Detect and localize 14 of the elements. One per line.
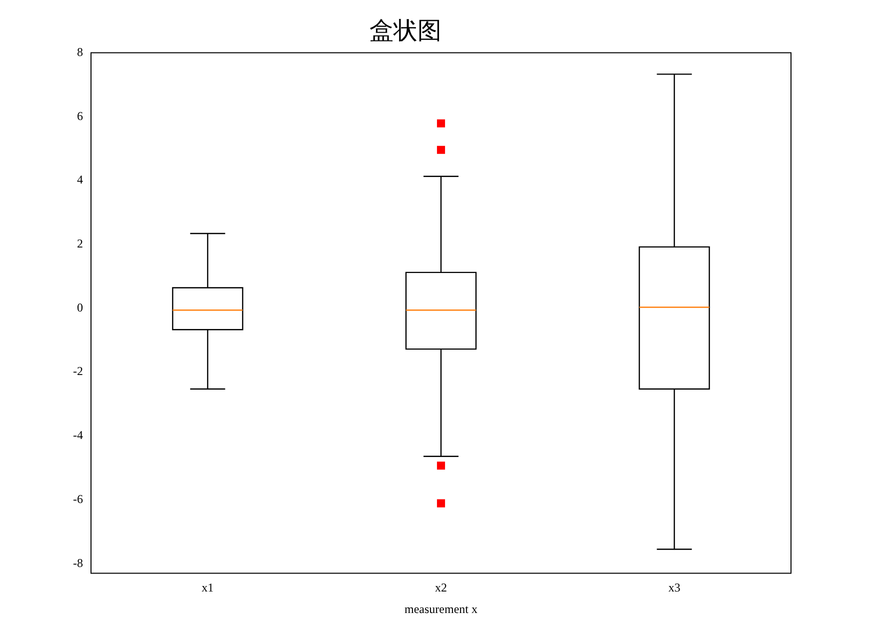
y-tick-label: 2 (77, 236, 83, 251)
y-tick-label: -2 (73, 364, 83, 378)
y-tick-label: -6 (73, 492, 83, 506)
chart-title: 盒状图 (370, 18, 442, 45)
x-tick-label: x3 (668, 580, 680, 595)
y-tick-label: -4 (73, 428, 83, 442)
y-tick-label: 0 (77, 300, 83, 314)
x-tick-label: x2 (435, 580, 447, 595)
y-tick-label: -8 (73, 556, 83, 570)
y-tick-label: 6 (77, 108, 83, 123)
y-tick-label: 4 (77, 172, 83, 187)
y-tick-label: 8 (77, 44, 83, 59)
x-axis-title: measurement x (404, 602, 478, 616)
x-tick-label: x1 (202, 580, 214, 595)
